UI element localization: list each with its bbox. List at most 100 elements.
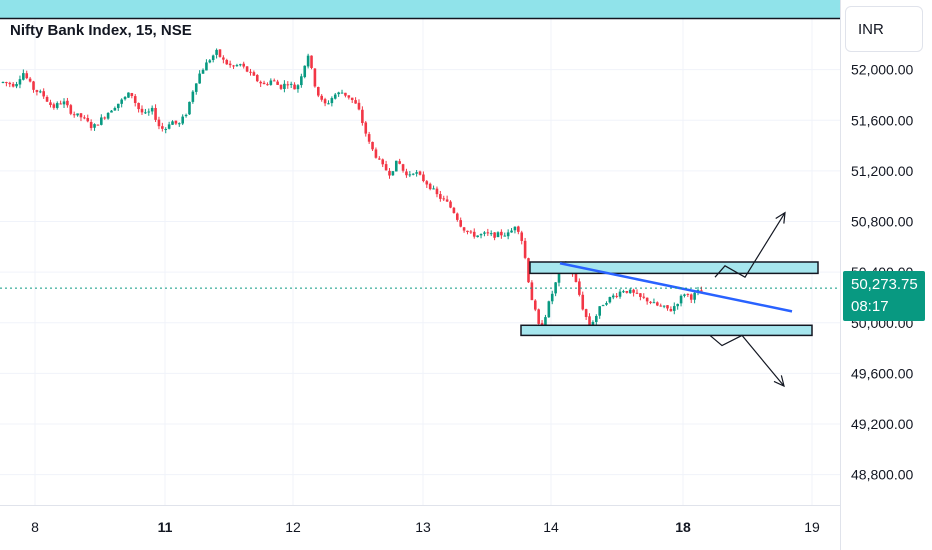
candle	[503, 232, 507, 237]
candle	[333, 92, 337, 100]
candle	[303, 65, 307, 79]
candle	[408, 171, 412, 178]
candle	[252, 70, 256, 76]
candle	[283, 80, 286, 93]
candle-body	[622, 291, 625, 293]
candle-body	[150, 107, 154, 112]
candle-body	[520, 232, 524, 241]
candle-body	[330, 98, 334, 104]
candle-body	[418, 171, 422, 175]
candle	[296, 84, 300, 93]
candle	[442, 195, 446, 201]
candle	[381, 158, 385, 168]
candle	[201, 68, 205, 74]
candle-body	[652, 302, 656, 304]
last-price-value: 50,273.75	[851, 276, 918, 293]
candle	[608, 296, 612, 304]
candle-body	[408, 174, 412, 176]
candle-body	[289, 83, 293, 85]
candle	[5, 81, 8, 87]
candle-body	[49, 102, 52, 106]
candle	[225, 58, 229, 65]
candle-body	[666, 305, 669, 309]
candle-body	[177, 123, 181, 125]
x-axis: 8 11 12 13 14 18 19	[31, 519, 820, 535]
candle	[137, 102, 140, 113]
candle	[656, 301, 659, 307]
candle-body	[262, 82, 266, 85]
candle-body	[191, 91, 195, 102]
candle	[316, 86, 320, 98]
candle	[662, 305, 666, 309]
candle-body	[323, 99, 327, 104]
candle	[469, 229, 473, 234]
y-tick-label: 48,800.00	[851, 467, 913, 483]
candle-body	[656, 302, 659, 306]
candle	[255, 74, 259, 83]
candle	[11, 82, 15, 88]
breakdown-arrow-down-head	[773, 375, 785, 388]
candle	[191, 90, 195, 104]
candle	[456, 212, 459, 222]
candle	[208, 59, 212, 64]
candle	[144, 108, 147, 115]
candle-body	[147, 111, 151, 113]
candle-body	[679, 295, 683, 304]
candle-body	[89, 122, 93, 128]
candle-body	[15, 84, 18, 87]
candle-body	[93, 124, 96, 128]
candle-body	[401, 164, 405, 171]
candle	[266, 82, 269, 86]
candle	[676, 303, 679, 310]
candle-body	[130, 93, 134, 97]
candle-body	[96, 124, 100, 126]
candle	[337, 91, 340, 97]
candle-body	[116, 103, 120, 109]
candle	[459, 217, 462, 228]
candle	[52, 102, 56, 110]
candle-body	[215, 49, 218, 55]
candle	[550, 290, 554, 305]
candle-body	[11, 83, 15, 87]
candle-body	[479, 234, 483, 236]
candle-body	[32, 81, 35, 90]
candle	[669, 306, 673, 312]
candle	[513, 226, 517, 234]
candle-body	[76, 113, 79, 116]
candle-body	[239, 64, 242, 66]
candle-body	[517, 226, 520, 232]
candle-body	[500, 231, 503, 236]
candle	[415, 170, 418, 177]
y-tick-label: 50,800.00	[851, 214, 913, 230]
candle	[652, 298, 656, 304]
candle	[86, 114, 90, 123]
candle	[615, 292, 618, 299]
candle-body	[62, 101, 66, 105]
x-tick-label: 18	[675, 519, 691, 535]
candle	[554, 282, 557, 297]
candle-body	[371, 141, 374, 150]
candle	[578, 278, 581, 297]
candle	[378, 156, 381, 160]
candle-body	[503, 235, 507, 237]
candle-body	[120, 99, 123, 104]
candle-body	[18, 79, 22, 85]
x-tick-label: 19	[804, 519, 820, 535]
candle-body	[489, 233, 493, 235]
candle-body	[374, 149, 378, 158]
candle	[432, 185, 435, 190]
candle	[76, 113, 79, 117]
candle	[374, 147, 378, 159]
candle-body	[283, 83, 286, 89]
candle-body	[486, 232, 490, 234]
candle-body	[167, 124, 171, 129]
candle-body	[693, 292, 696, 300]
currency-button[interactable]: INR	[845, 6, 923, 52]
candle-body	[28, 78, 32, 82]
candle-body	[181, 116, 184, 124]
candle	[618, 289, 622, 299]
candle	[150, 105, 154, 115]
candle-body	[313, 68, 317, 87]
